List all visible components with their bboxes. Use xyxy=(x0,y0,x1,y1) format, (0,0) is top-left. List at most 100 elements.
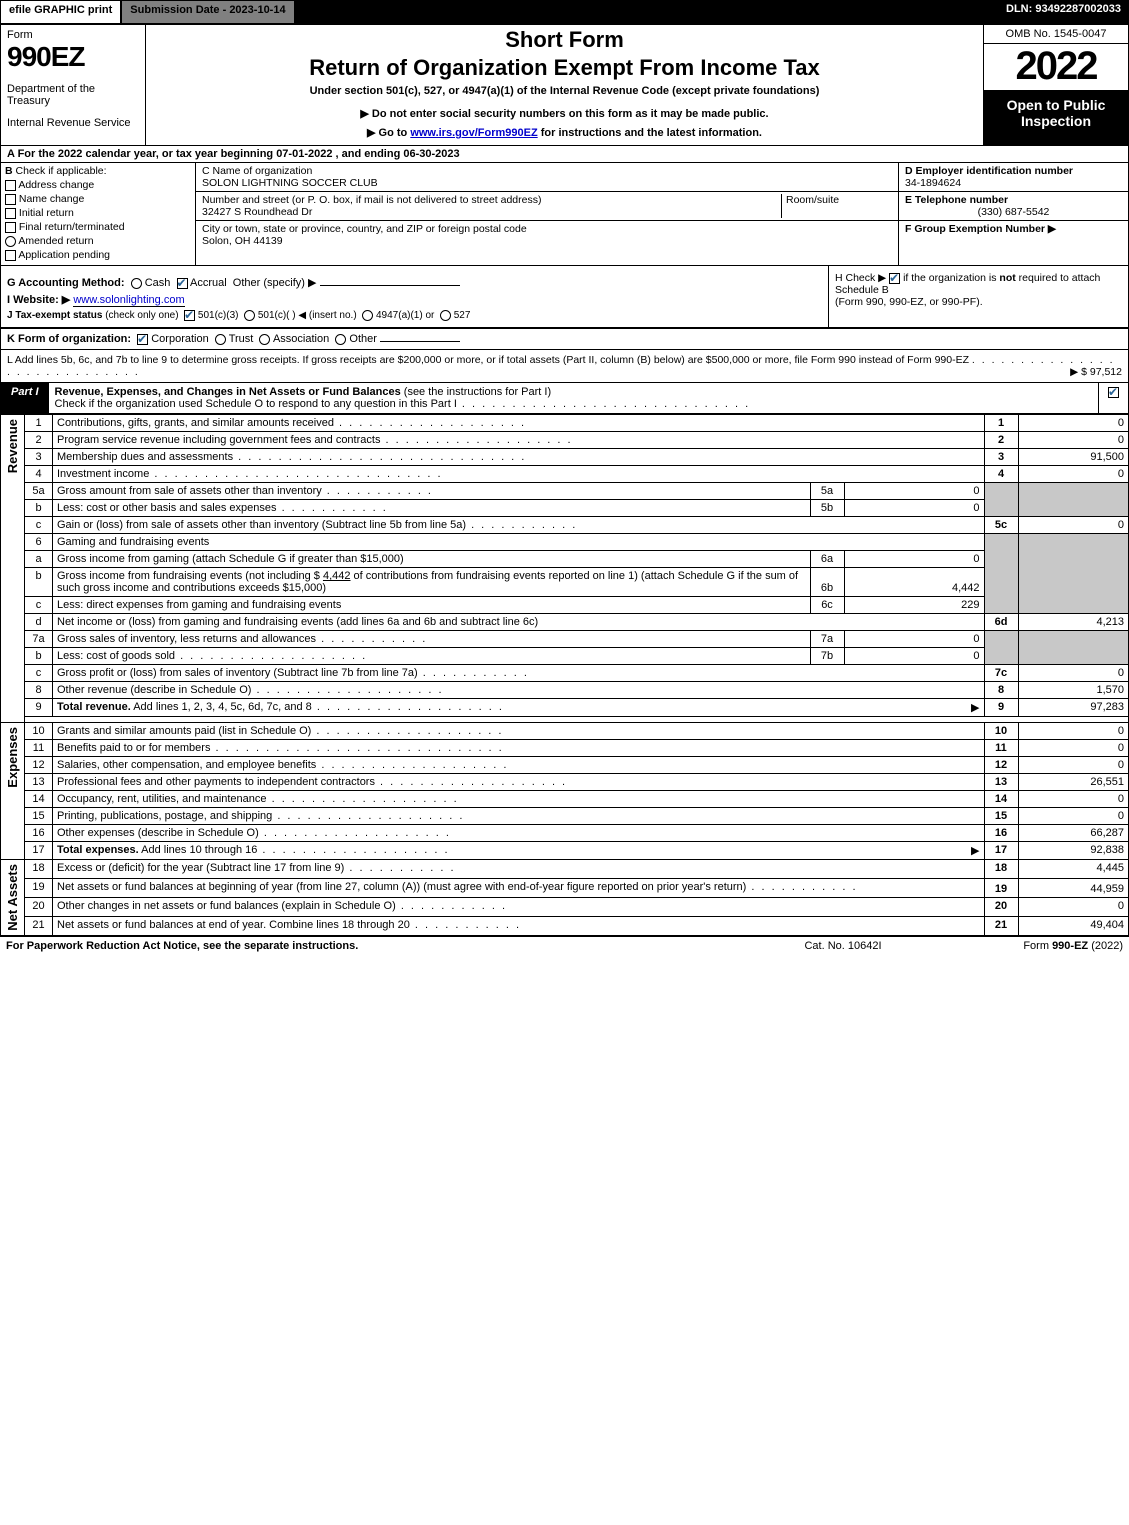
line-16: 16 Other expenses (describe in Schedule … xyxy=(1,825,1128,842)
line-12: 12 Salaries, other compensation, and emp… xyxy=(1,757,1128,774)
b-opt-initial[interactable]: Initial return xyxy=(5,207,191,219)
k-other-radio[interactable] xyxy=(335,334,346,345)
form-outer: Form 990EZ Department of the Treasury In… xyxy=(0,24,1129,937)
j-501c3-check[interactable] xyxy=(184,310,195,321)
line-1: Revenue 1 Contributions, gifts, grants, … xyxy=(1,415,1128,432)
c-name-row: C Name of organization SOLON LIGHTNING S… xyxy=(196,163,898,192)
g-label: G Accounting Method: xyxy=(7,277,125,289)
k-corp-label: Corporation xyxy=(151,333,208,345)
irs-label: Internal Revenue Service xyxy=(7,117,139,129)
row-l: L Add lines 5b, 6c, and 7b to line 9 to … xyxy=(1,350,1128,383)
lines-table: Revenue 1 Contributions, gifts, grants, … xyxy=(1,414,1128,936)
dept-treasury: Department of the Treasury xyxy=(7,83,139,107)
d-ein-row: D Employer identification number 34-1894… xyxy=(899,163,1128,192)
g-accrual-check[interactable] xyxy=(177,278,188,289)
subtitle-1: Under section 501(c), 527, or 4947(a)(1)… xyxy=(154,85,975,97)
c-city-row: City or town, state or province, country… xyxy=(196,221,898,249)
f-group-label: F Group Exemption Number ▶ xyxy=(905,223,1122,235)
k-trust-radio[interactable] xyxy=(215,334,226,345)
g-cash-radio[interactable] xyxy=(131,278,142,289)
k-other-label: Other xyxy=(349,333,377,345)
c-city-label: City or town, state or province, country… xyxy=(202,223,892,235)
line-7c: c Gross profit or (loss) from sales of i… xyxy=(1,665,1128,682)
header-mid: Short Form Return of Organization Exempt… xyxy=(146,25,983,145)
line-7a: 7a Gross sales of inventory, less return… xyxy=(1,631,1128,648)
page-footer: For Paperwork Reduction Act Notice, see … xyxy=(0,937,1129,955)
b-opt-final[interactable]: Final return/terminated xyxy=(5,221,191,233)
j-4947-radio[interactable] xyxy=(362,310,373,321)
line-4: 4 Investment income 40 xyxy=(1,466,1128,483)
j-501c-radio[interactable] xyxy=(244,310,255,321)
submission-date: Submission Date - 2023-10-14 xyxy=(121,0,294,24)
b-opt-name[interactable]: Name change xyxy=(5,193,191,205)
b-opt-address[interactable]: Address change xyxy=(5,179,191,191)
row-k: K Form of organization: Corporation Trus… xyxy=(1,328,1128,350)
website-link[interactable]: www.solonlighting.com xyxy=(73,294,184,307)
line-5c: c Gain or (loss) from sale of assets oth… xyxy=(1,517,1128,534)
line-18: Net Assets 18 Excess or (deficit) for th… xyxy=(1,860,1128,879)
part-1-schedule-o-check[interactable] xyxy=(1098,383,1128,413)
efile-print-button[interactable]: efile GRAPHIC print xyxy=(0,0,121,24)
col-c: C Name of organization SOLON LIGHTNING S… xyxy=(196,163,898,265)
expenses-label: Expenses xyxy=(5,725,20,790)
line-9: 9 Total revenue. Total revenue. Add line… xyxy=(1,699,1128,717)
goto-prefix: ▶ Go to xyxy=(367,127,410,139)
irs-link[interactable]: www.irs.gov/Form990EZ xyxy=(410,127,537,139)
line-14: 14 Occupancy, rent, utilities, and maint… xyxy=(1,791,1128,808)
j-tax-exempt: J Tax-exempt status (check only one) ­ 5… xyxy=(7,310,822,321)
l-text: L Add lines 5b, 6c, and 7b to line 9 to … xyxy=(7,354,969,366)
line-5b: b Less: cost or other basis and sales ex… xyxy=(1,500,1128,517)
k-corp-check[interactable] xyxy=(137,334,148,345)
c-name-label: C Name of organization xyxy=(202,165,892,177)
k-assoc-label: Association xyxy=(273,333,329,345)
h-check[interactable] xyxy=(889,273,900,284)
line-6d: d Net income or (loss) from gaming and f… xyxy=(1,614,1128,631)
ein-value: 34-1894624 xyxy=(905,177,1122,189)
b-opt-amended[interactable]: Amended return xyxy=(5,235,191,247)
netassets-label: Net Assets xyxy=(5,862,20,933)
k-label: K Form of organization: xyxy=(7,333,131,345)
part-1-title: Revenue, Expenses, and Changes in Net As… xyxy=(49,383,1098,413)
header-right: OMB No. 1545-0047 2022 Open to Public In… xyxy=(983,25,1128,145)
col-d-e-f: D Employer identification number 34-1894… xyxy=(898,163,1128,265)
h-text4: (Form 990, 990-EZ, or 990-PF). xyxy=(835,296,983,308)
col-b: B Check if applicable: Address change Na… xyxy=(1,163,196,265)
j-527-radio[interactable] xyxy=(440,310,451,321)
g-accounting: G Accounting Method: Cash Accrual Other … xyxy=(7,276,822,289)
org-city: Solon, OH 44139 xyxy=(202,235,892,247)
h-text2: if the organization is xyxy=(903,272,999,284)
line-6c: c Less: direct expenses from gaming and … xyxy=(1,597,1128,614)
top-bar: efile GRAPHIC print Submission Date - 20… xyxy=(0,0,1129,24)
h-right: H Check ▶ if the organization is not req… xyxy=(828,266,1128,327)
e-tel-label: E Telephone number xyxy=(905,194,1122,206)
line-15: 15 Printing, publications, postage, and … xyxy=(1,808,1128,825)
part-1-tab: Part I xyxy=(1,383,49,413)
line-2: 2 Program service revenue including gove… xyxy=(1,432,1128,449)
block-b-to-f: B Check if applicable: Address change Na… xyxy=(1,163,1128,266)
footer-left: For Paperwork Reduction Act Notice, see … xyxy=(6,940,743,952)
form-word: Form xyxy=(7,29,139,41)
f-group-row: F Group Exemption Number ▶ xyxy=(899,221,1128,265)
g-cash-label: Cash xyxy=(145,277,171,289)
j-label: J Tax-exempt status xyxy=(7,310,102,321)
j-527-label: 527 xyxy=(454,310,471,321)
line-6b: b Gross income from fundraising events (… xyxy=(1,568,1128,597)
k-other-input[interactable] xyxy=(380,341,460,342)
tel-value: (330) 687-5542 xyxy=(905,206,1122,218)
i-website: I Website: ▶ www.solonlighting.com xyxy=(7,293,822,306)
row-a-tax-year: A For the 2022 calendar year, or tax yea… xyxy=(1,146,1128,163)
open-inspection: Open to Public Inspection xyxy=(984,91,1128,145)
footer-right: Form 990-EZ (2022) xyxy=(943,940,1123,952)
g-other-label: Other (specify) ▶ xyxy=(233,277,317,289)
line-7b: b Less: cost of goods sold 7b0 xyxy=(1,648,1128,665)
g-other-input[interactable] xyxy=(320,285,460,286)
k-assoc-radio[interactable] xyxy=(259,334,270,345)
g-left: G Accounting Method: Cash Accrual Other … xyxy=(1,266,828,327)
form-title: Return of Organization Exempt From Incom… xyxy=(154,55,975,81)
c-street-label: Number and street (or P. O. box, if mail… xyxy=(202,194,777,206)
j-501c-label: 501(c)( ) ◀ (insert no.) xyxy=(258,310,357,321)
org-street: 32427 S Roundhead Dr xyxy=(202,206,777,218)
h-not: not xyxy=(999,272,1015,284)
b-opt-pending[interactable]: Application pending xyxy=(5,249,191,261)
line-13: 13 Professional fees and other payments … xyxy=(1,774,1128,791)
